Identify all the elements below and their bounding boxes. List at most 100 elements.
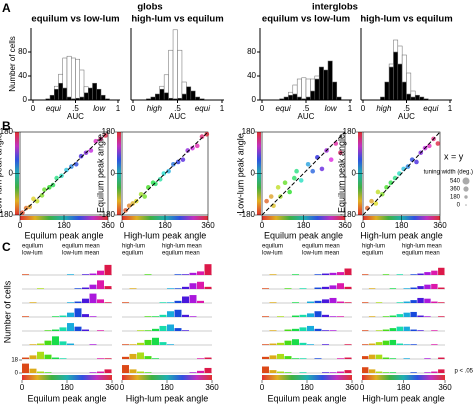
bar xyxy=(401,81,407,101)
bar xyxy=(197,300,204,303)
bar xyxy=(410,372,417,373)
bar xyxy=(172,29,178,100)
point xyxy=(291,175,297,181)
point xyxy=(319,166,325,172)
point xyxy=(194,143,200,149)
bar xyxy=(59,327,67,331)
bar xyxy=(159,88,165,101)
bar xyxy=(431,301,438,303)
bar xyxy=(284,356,292,359)
bar xyxy=(410,329,417,331)
bar xyxy=(403,326,410,331)
point xyxy=(275,185,281,190)
bar xyxy=(167,311,174,317)
bar xyxy=(29,355,37,359)
bar xyxy=(438,302,445,303)
bar xyxy=(438,267,445,275)
bar xyxy=(314,311,322,317)
bar xyxy=(159,325,167,331)
y-tick-label: 0 xyxy=(352,169,357,178)
chart-title: equilum vs low-lum xyxy=(31,14,119,25)
point xyxy=(185,148,190,153)
bar xyxy=(323,69,329,101)
bar xyxy=(144,372,152,373)
x-tick-label: 360 xyxy=(105,383,119,392)
x-axis-label: Equilum peak angle xyxy=(24,230,103,240)
bar xyxy=(52,336,59,345)
bar xyxy=(22,363,29,373)
bar xyxy=(182,274,189,275)
bar xyxy=(182,296,189,303)
point xyxy=(161,171,167,176)
bar xyxy=(152,328,159,331)
x-tick-label: 180 xyxy=(60,383,74,392)
bar xyxy=(389,288,397,289)
bar xyxy=(401,54,407,83)
x-tick-label: 360 xyxy=(438,383,452,392)
x-tick-label: 0 xyxy=(20,383,25,392)
bar xyxy=(62,87,68,101)
bar xyxy=(314,328,322,331)
bar xyxy=(284,340,292,345)
bar xyxy=(204,264,212,275)
bar xyxy=(410,90,416,98)
bar xyxy=(204,367,212,373)
bar xyxy=(322,372,329,373)
bar xyxy=(299,358,307,359)
bar xyxy=(52,316,59,317)
bar xyxy=(122,302,129,303)
bar xyxy=(49,94,55,101)
bar xyxy=(144,274,152,275)
annotation: low xyxy=(93,104,106,113)
bar xyxy=(299,314,307,317)
bar xyxy=(424,284,431,289)
bar xyxy=(284,372,292,373)
panel-label: A xyxy=(2,1,11,15)
size-legend-label: 0 xyxy=(457,203,461,209)
bar xyxy=(189,283,197,289)
bar xyxy=(204,286,212,289)
bar xyxy=(189,272,197,275)
point xyxy=(294,168,299,174)
bar xyxy=(288,94,294,101)
bar xyxy=(382,329,390,331)
bar xyxy=(37,371,44,373)
bar xyxy=(322,314,329,317)
y-axis-label: Number of cells xyxy=(2,280,12,343)
y-tick-label: 80 xyxy=(18,47,27,56)
bar xyxy=(262,288,269,289)
bar xyxy=(277,316,284,317)
bar xyxy=(299,327,307,331)
x-tick-label: 360 xyxy=(345,383,359,392)
point xyxy=(39,193,45,198)
panel-label: C xyxy=(2,240,11,254)
bar xyxy=(197,281,204,289)
bar xyxy=(97,330,104,331)
bar xyxy=(332,81,338,101)
bar xyxy=(329,285,337,289)
legend-label: equilum mean xyxy=(302,244,340,250)
point xyxy=(34,198,40,204)
bar xyxy=(396,326,403,331)
annotation: equi xyxy=(423,104,438,113)
bar xyxy=(382,316,390,317)
point xyxy=(369,198,374,204)
bar xyxy=(403,288,410,289)
bar xyxy=(89,273,97,275)
legend-label: low-lum mean xyxy=(62,251,99,257)
bar xyxy=(182,286,189,289)
bar xyxy=(393,51,399,101)
point xyxy=(103,133,108,138)
y-tick-label: 40 xyxy=(18,71,27,80)
legend-label: low-lum xyxy=(262,251,283,257)
bar xyxy=(292,339,299,345)
point xyxy=(305,161,311,167)
y-tick-label: 80 xyxy=(247,47,256,56)
bar xyxy=(129,369,137,373)
bar xyxy=(410,300,417,303)
point xyxy=(166,168,171,174)
bar xyxy=(277,371,284,373)
bar xyxy=(382,357,390,359)
bar xyxy=(417,286,424,289)
bar xyxy=(71,57,76,100)
